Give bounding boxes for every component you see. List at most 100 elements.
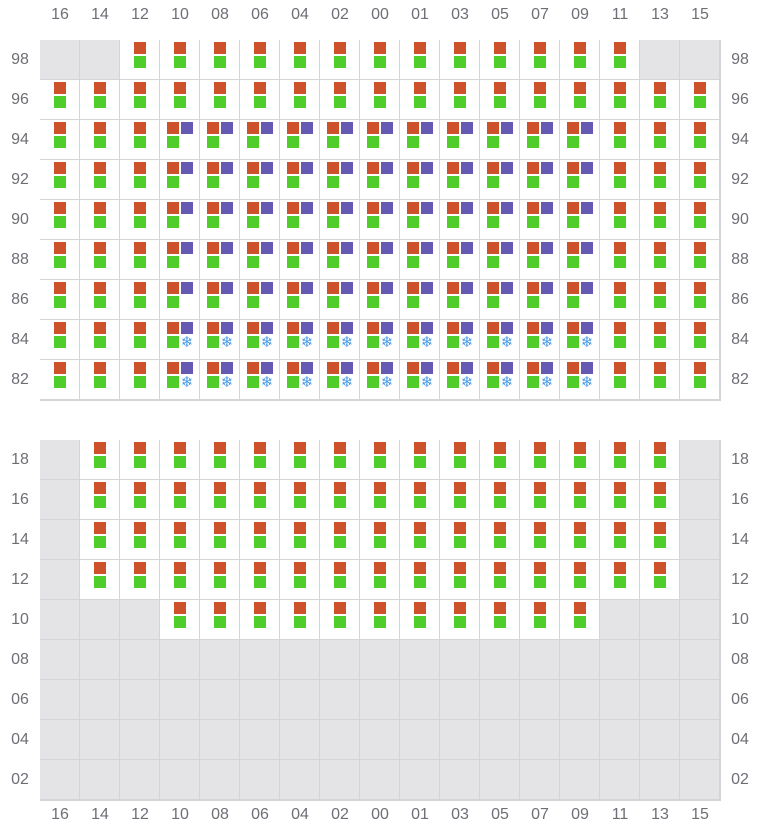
seat-cell[interactable]: [160, 480, 201, 521]
seat-cell[interactable]: [160, 40, 201, 81]
seat-cell[interactable]: [480, 520, 521, 561]
seat-cell[interactable]: [400, 600, 441, 641]
seat-cell[interactable]: [80, 240, 121, 281]
seat-cell[interactable]: [240, 40, 281, 81]
seat-cell[interactable]: [400, 80, 441, 121]
seat-cell[interactable]: [560, 160, 601, 201]
seat-cell[interactable]: [480, 80, 521, 121]
seat-cell[interactable]: [40, 280, 81, 321]
seat-cell[interactable]: ❄: [160, 320, 201, 361]
seat-cell[interactable]: ❄: [520, 360, 561, 401]
seat-cell[interactable]: [80, 520, 121, 561]
seat-cell[interactable]: [440, 200, 481, 241]
seat-cell[interactable]: [120, 440, 161, 481]
seat-cell[interactable]: [160, 240, 201, 281]
seat-cell[interactable]: [280, 120, 321, 161]
seat-cell[interactable]: [360, 440, 401, 481]
seat-cell[interactable]: [280, 440, 321, 481]
seat-cell[interactable]: ❄: [240, 360, 281, 401]
seat-cell[interactable]: [480, 560, 521, 601]
seat-cell[interactable]: [480, 440, 521, 481]
seat-cell[interactable]: [520, 600, 561, 641]
seat-cell[interactable]: ❄: [360, 360, 401, 401]
seat-cell[interactable]: [560, 40, 601, 81]
seat-cell[interactable]: [160, 520, 201, 561]
seat-cell[interactable]: [600, 80, 641, 121]
seat-cell[interactable]: [360, 600, 401, 641]
seat-cell[interactable]: [600, 200, 641, 241]
seat-cell[interactable]: [240, 160, 281, 201]
seat-cell[interactable]: [680, 320, 721, 361]
seat-cell[interactable]: [560, 120, 601, 161]
seat-cell[interactable]: [480, 160, 521, 201]
seat-cell[interactable]: [40, 200, 81, 241]
seat-cell[interactable]: [160, 160, 201, 201]
seat-cell[interactable]: [560, 200, 601, 241]
seat-cell[interactable]: [320, 200, 361, 241]
seat-cell[interactable]: [600, 480, 641, 521]
seat-cell[interactable]: [680, 200, 721, 241]
seat-cell[interactable]: ❄: [160, 360, 201, 401]
seat-cell[interactable]: [240, 480, 281, 521]
seat-cell[interactable]: [360, 520, 401, 561]
seat-cell[interactable]: [120, 280, 161, 321]
seat-cell[interactable]: [280, 200, 321, 241]
seat-cell[interactable]: [240, 80, 281, 121]
seat-cell[interactable]: [440, 160, 481, 201]
seat-cell[interactable]: [440, 600, 481, 641]
seat-cell[interactable]: [640, 480, 681, 521]
seat-cell[interactable]: [280, 600, 321, 641]
seat-cell[interactable]: [440, 280, 481, 321]
seat-cell[interactable]: [240, 120, 281, 161]
seat-cell[interactable]: [200, 160, 241, 201]
seat-cell[interactable]: [440, 480, 481, 521]
seat-cell[interactable]: [360, 560, 401, 601]
seat-cell[interactable]: [200, 120, 241, 161]
seat-cell[interactable]: [640, 120, 681, 161]
seat-cell[interactable]: [520, 440, 561, 481]
seat-cell[interactable]: [160, 280, 201, 321]
seat-cell[interactable]: [320, 240, 361, 281]
seat-cell[interactable]: [80, 320, 121, 361]
seat-cell[interactable]: [600, 280, 641, 321]
seat-cell[interactable]: [400, 200, 441, 241]
seat-cell[interactable]: [360, 120, 401, 161]
seat-cell[interactable]: [280, 160, 321, 201]
seat-cell[interactable]: [240, 200, 281, 241]
seat-cell[interactable]: [240, 440, 281, 481]
seat-cell[interactable]: [400, 440, 441, 481]
seat-cell[interactable]: [200, 600, 241, 641]
seat-cell[interactable]: [560, 520, 601, 561]
seat-cell[interactable]: [320, 520, 361, 561]
seat-cell[interactable]: [280, 80, 321, 121]
seat-cell[interactable]: [80, 120, 121, 161]
seat-cell[interactable]: [640, 440, 681, 481]
seat-cell[interactable]: [480, 240, 521, 281]
seat-cell[interactable]: [320, 160, 361, 201]
seat-cell[interactable]: [200, 280, 241, 321]
seat-cell[interactable]: [280, 560, 321, 601]
seat-cell[interactable]: [120, 240, 161, 281]
seat-cell[interactable]: [240, 280, 281, 321]
seat-cell[interactable]: [520, 240, 561, 281]
seat-cell[interactable]: [560, 600, 601, 641]
seat-cell[interactable]: ❄: [280, 320, 321, 361]
seat-cell[interactable]: [240, 600, 281, 641]
seat-cell[interactable]: [400, 240, 441, 281]
seat-cell[interactable]: [200, 560, 241, 601]
seat-cell[interactable]: [120, 560, 161, 601]
seat-cell[interactable]: [360, 240, 401, 281]
seat-cell[interactable]: [240, 560, 281, 601]
seat-cell[interactable]: [80, 560, 121, 601]
seat-cell[interactable]: [440, 520, 481, 561]
seat-cell[interactable]: [400, 560, 441, 601]
seat-cell[interactable]: [480, 280, 521, 321]
seat-cell[interactable]: [40, 160, 81, 201]
seat-cell[interactable]: [520, 160, 561, 201]
seat-cell[interactable]: [80, 200, 121, 241]
seat-cell[interactable]: [440, 240, 481, 281]
seat-cell[interactable]: [680, 160, 721, 201]
seat-cell[interactable]: [600, 40, 641, 81]
seat-cell[interactable]: [280, 40, 321, 81]
seat-cell[interactable]: ❄: [560, 320, 601, 361]
